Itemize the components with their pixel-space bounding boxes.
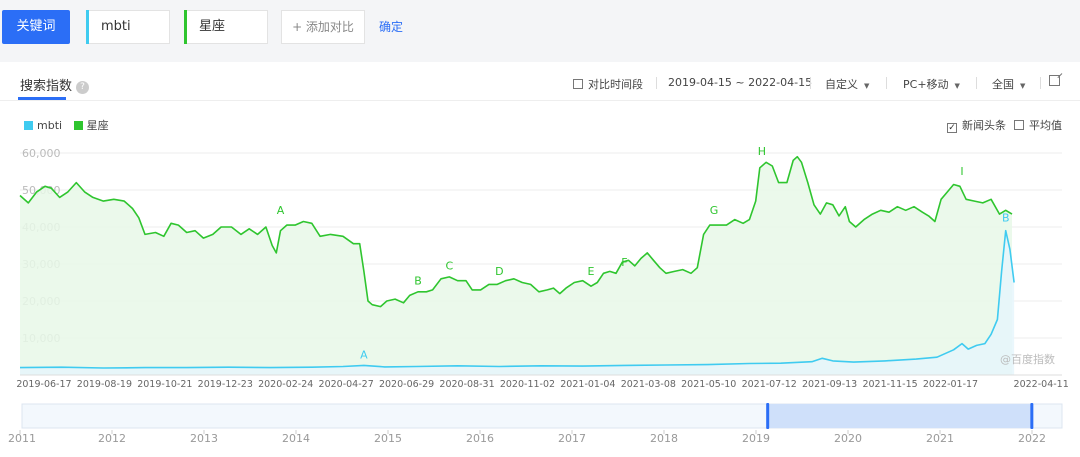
x-tick-label: 2020-06-29 bbox=[379, 379, 434, 390]
separator bbox=[886, 77, 887, 89]
event-annotation-g[interactable]: G bbox=[710, 204, 719, 217]
legend-swatch bbox=[73, 121, 83, 130]
overview-year-label: 2019 bbox=[742, 432, 770, 445]
series-area-xingzuo bbox=[20, 156, 1012, 375]
event-annotation-a[interactable]: A bbox=[360, 348, 368, 361]
divider bbox=[0, 100, 1080, 101]
region-dropdown[interactable]: 全国 ▼ bbox=[992, 76, 1025, 92]
x-tick-label: 2021-05-10 bbox=[681, 379, 736, 390]
x-tick-label: 2021-07-12 bbox=[742, 379, 797, 390]
overview-year-label: 2018 bbox=[650, 432, 678, 445]
overview-handle-left[interactable] bbox=[766, 403, 770, 429]
caret-down-icon: ▼ bbox=[954, 82, 960, 90]
x-tick-label: 2019-08-19 bbox=[77, 379, 132, 390]
overview-year-label: 2020 bbox=[834, 432, 862, 445]
series-area-mbti bbox=[20, 230, 1015, 375]
separator bbox=[976, 77, 977, 89]
separator bbox=[656, 77, 657, 89]
overview-year-label: 2011 bbox=[8, 432, 36, 445]
series-line-xingzuo bbox=[19, 155, 1013, 308]
platform-label: PC+移动 bbox=[903, 78, 949, 91]
overview-year-label: 2016 bbox=[466, 432, 494, 445]
event-annotation-a[interactable]: A bbox=[277, 204, 285, 217]
search-index-panel: 搜索指数? 对比时间段 2019-04-15 ~ 2022-04-15 自定义 ▼… bbox=[0, 62, 1080, 457]
legend-label: mbti bbox=[37, 119, 63, 132]
term-mbti[interactable]: mbti bbox=[86, 10, 170, 44]
x-tick-label: 2021-01-04 bbox=[560, 379, 615, 390]
series-line-mbti bbox=[19, 229, 1015, 369]
caret-down-icon: ▼ bbox=[1020, 82, 1026, 90]
legend-item-xingzuo[interactable]: 星座 bbox=[73, 119, 109, 132]
external-link-icon[interactable] bbox=[1049, 75, 1060, 86]
separator bbox=[810, 77, 811, 89]
tab-active-underline bbox=[18, 97, 66, 100]
overview-timeline[interactable]: 2011 2012 2013 2014 2015 2016 2017 2018 2019 2020… bbox=[0, 402, 1080, 457]
x-tick-label: 2020-02-24 bbox=[258, 379, 313, 390]
average-label: 平均值 bbox=[1029, 119, 1062, 132]
tab-search-index[interactable]: 搜索指数? bbox=[20, 75, 90, 94]
chart-legend: mbti 星座 bbox=[24, 117, 109, 133]
overview-selection[interactable] bbox=[767, 404, 1032, 428]
news-headlines-checkbox[interactable]: ✓ 新闻头条 bbox=[947, 117, 1006, 133]
platform-dropdown[interactable]: PC+移动 ▼ bbox=[903, 76, 960, 92]
help-circle-icon[interactable]: ? bbox=[76, 81, 90, 94]
overview-year-label: 2014 bbox=[282, 432, 310, 445]
confirm-link[interactable]: 确定 bbox=[379, 20, 404, 34]
x-tick-label: 2021-09-13 bbox=[802, 379, 857, 390]
watermark: @百度指数 bbox=[1000, 352, 1055, 366]
x-tick-label: 2021-11-15 bbox=[862, 379, 917, 390]
event-annotation-h[interactable]: H bbox=[758, 145, 766, 158]
event-annotation-b[interactable]: B bbox=[1002, 211, 1010, 224]
custom-label: 自定义 bbox=[825, 78, 858, 91]
event-annotation-e[interactable]: E bbox=[588, 265, 595, 278]
news-headlines-label: 新闻头条 bbox=[962, 119, 1006, 132]
term-color-bar bbox=[86, 10, 89, 44]
event-annotation-i[interactable]: I bbox=[960, 165, 963, 178]
date-range[interactable]: 2019-04-15 ~ 2022-04-15 bbox=[668, 76, 813, 89]
caret-down-icon: ▼ bbox=[864, 82, 870, 90]
separator bbox=[1040, 77, 1041, 89]
term-label: mbti bbox=[101, 19, 131, 34]
trend-chart[interactable]: 10,00020,00030,00040,00050,00060,0002019… bbox=[0, 124, 1080, 394]
x-tick-label: 2020-04-27 bbox=[319, 379, 374, 390]
legend-item-mbti[interactable]: mbti bbox=[24, 119, 62, 132]
term-color-bar bbox=[184, 10, 187, 44]
overview-year-label: 2017 bbox=[558, 432, 586, 445]
term-label: 星座 bbox=[199, 19, 226, 34]
legend-label: 星座 bbox=[86, 119, 109, 132]
term-xingzuo[interactable]: 星座 bbox=[184, 10, 268, 44]
custom-range-dropdown[interactable]: 自定义 ▼ bbox=[825, 76, 869, 92]
checkbox-icon bbox=[573, 79, 583, 89]
overview-year-label: 2021 bbox=[926, 432, 954, 445]
y-tick-label: 60,000 bbox=[22, 147, 61, 160]
tab-label: 搜索指数 bbox=[20, 79, 73, 94]
x-tick-label: 2019-10-21 bbox=[137, 379, 192, 390]
event-annotation-f[interactable]: F bbox=[621, 256, 627, 269]
compare-period-checkbox[interactable]: 对比时间段 bbox=[573, 76, 643, 92]
overview-year-label: 2012 bbox=[98, 432, 126, 445]
x-tick-label: 2021-03-08 bbox=[621, 379, 676, 390]
event-annotation-c[interactable]: C bbox=[445, 260, 453, 273]
x-tick-label: 2020-08-31 bbox=[439, 379, 494, 390]
x-tick-label: 2022-04-11 bbox=[1014, 379, 1069, 390]
x-tick-label: 2019-12-23 bbox=[198, 379, 253, 390]
checkbox-icon bbox=[1014, 120, 1024, 130]
event-annotation-b[interactable]: B bbox=[414, 274, 422, 287]
region-label: 全国 bbox=[992, 78, 1014, 91]
overview-year-label: 2022 bbox=[1018, 432, 1046, 445]
legend-swatch bbox=[24, 121, 33, 130]
x-tick-label: 2020-11-02 bbox=[500, 379, 555, 390]
overview-handle-right[interactable] bbox=[1030, 403, 1034, 429]
search-bar: 关键词 mbti 星座 + 添加对比 确定 bbox=[0, 0, 1080, 60]
keyword-button[interactable]: 关键词 bbox=[2, 10, 70, 44]
add-compare-button[interactable]: + 添加对比 bbox=[281, 10, 365, 44]
overview-year-label: 2013 bbox=[190, 432, 218, 445]
x-tick-label: 2019-06-17 bbox=[16, 379, 71, 390]
x-tick-label: 2022-01-17 bbox=[923, 379, 978, 390]
checkbox-checked-icon: ✓ bbox=[947, 123, 957, 133]
average-checkbox[interactable]: 平均值 bbox=[1014, 117, 1062, 133]
event-annotation-d[interactable]: D bbox=[495, 265, 503, 278]
overview-year-label: 2015 bbox=[374, 432, 402, 445]
compare-period-label: 对比时间段 bbox=[588, 78, 643, 91]
